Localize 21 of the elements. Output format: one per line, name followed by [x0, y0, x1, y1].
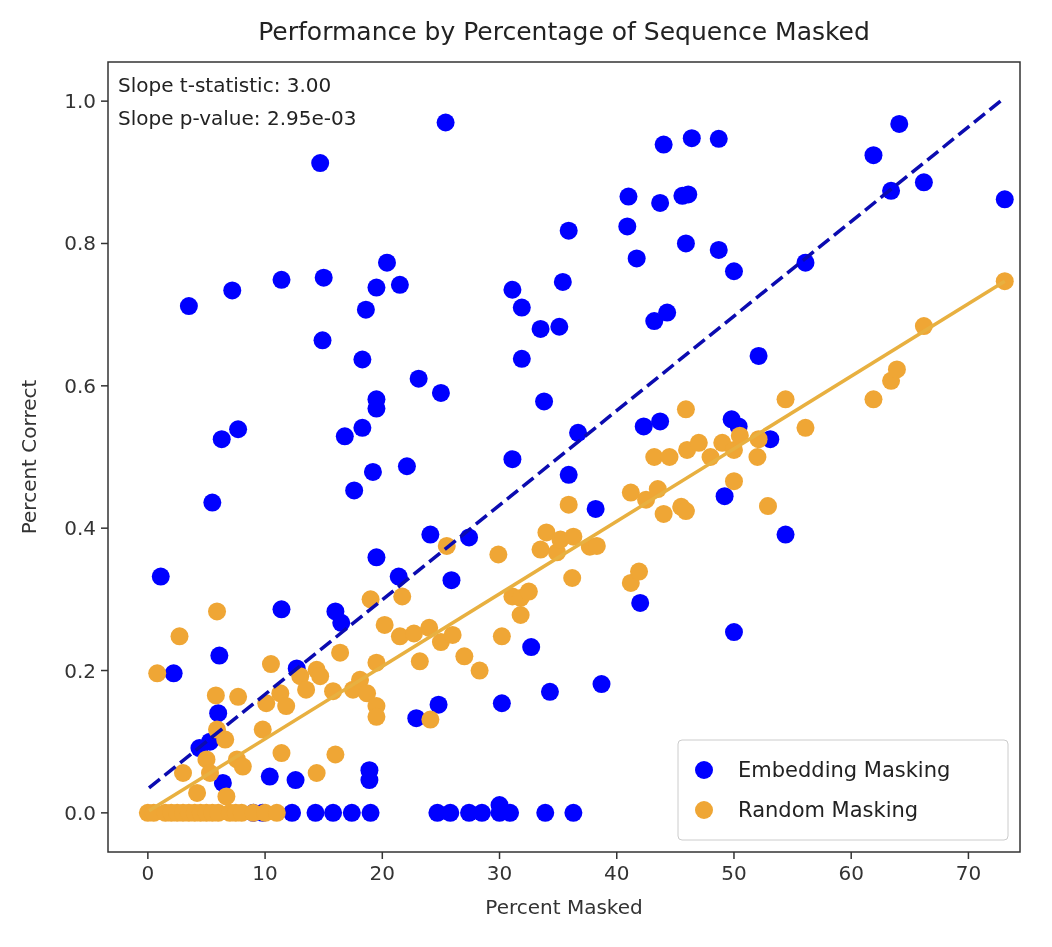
x-tick-label: 60 — [838, 861, 864, 885]
y-tick-label: 0.0 — [64, 800, 96, 825]
x-tick-label: 0 — [141, 861, 155, 885]
y-tick-label: 0.2 — [64, 658, 96, 683]
legend-label: Random Masking — [738, 798, 919, 823]
y-axis-title: Percent Correct — [17, 379, 41, 535]
y-tick-label: 0.4 — [64, 516, 96, 541]
y-tick-label: 0.6 — [64, 373, 96, 398]
x-tick-label: 30 — [486, 861, 513, 885]
x-tick-label: 10 — [252, 861, 278, 885]
x-axis-title: Percent Masked — [485, 895, 643, 919]
annotation: Slope t-statistic: 3.00 — [118, 73, 332, 97]
y-tick-label: 0.8 — [64, 231, 96, 256]
legend-label: Embedding Masking — [738, 758, 951, 783]
annotation: Slope p-value: 2.95e-03 — [118, 106, 357, 130]
chart-title: Performance by Percentage of Sequence Masked — [258, 17, 870, 46]
y-tick-label: 1.0 — [64, 89, 96, 114]
x-tick-label: 40 — [604, 861, 630, 885]
x-tick-label: 50 — [721, 861, 747, 885]
x-tick-label: 20 — [369, 861, 396, 885]
x-tick-label: 70 — [955, 861, 982, 885]
